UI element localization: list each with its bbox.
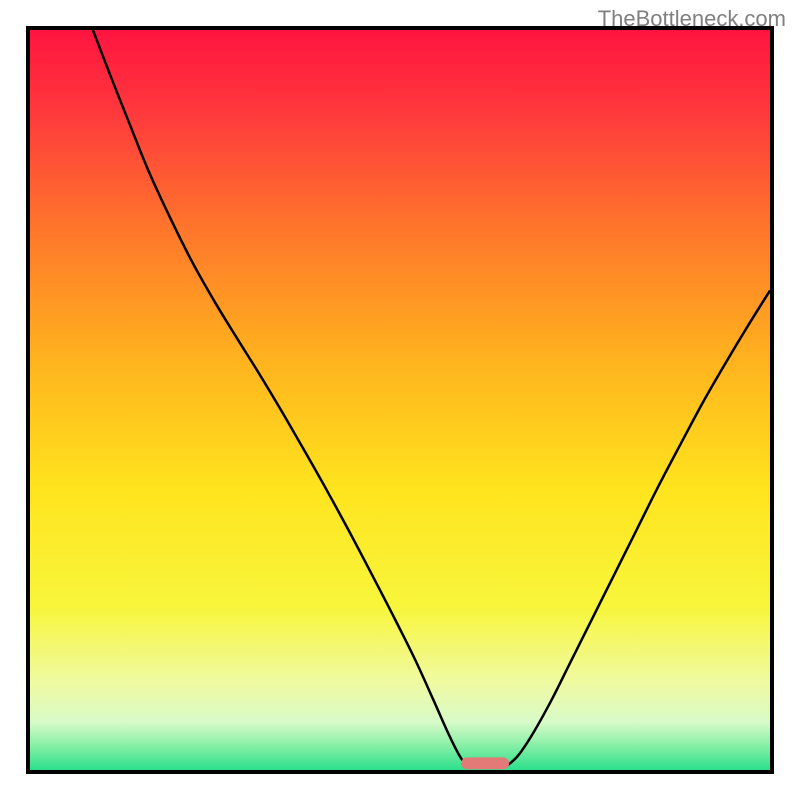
valley-marker [461,757,509,769]
plot-background [30,30,770,770]
bottleneck-chart: TheBottleneck.com [0,0,800,800]
watermark-text: TheBottleneck.com [598,6,786,32]
chart-svg [0,0,800,800]
